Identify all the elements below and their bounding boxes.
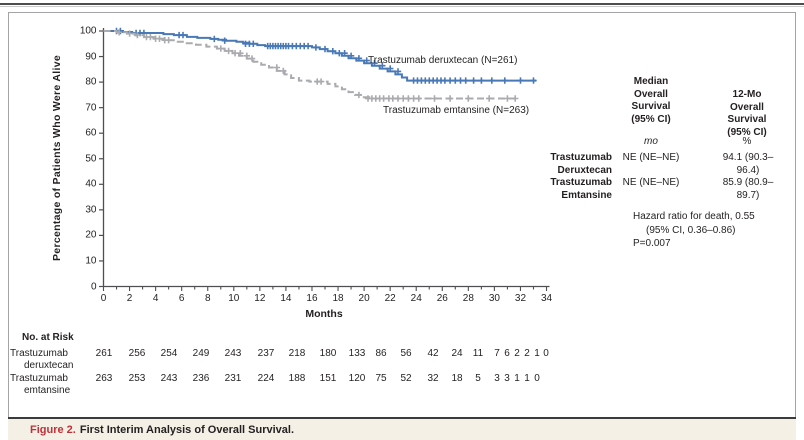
risk-count: 11 (472, 348, 484, 359)
page-top-rule-shadow (0, 6, 804, 7)
x-tick-label: 26 (436, 293, 448, 304)
y-tick-label: 90 (85, 51, 97, 63)
risk-row-label-deruxtecan-line1: Trastuzumab (10, 348, 68, 359)
x-tick-label: 20 (358, 293, 370, 304)
risk-count: 218 (288, 348, 306, 359)
risk-count: 120 (348, 373, 366, 384)
risk-count: 261 (95, 348, 113, 359)
figure-caption-title: First Interim Analysis of Overall Surviv… (79, 423, 295, 436)
median-os-unit: mo (644, 136, 658, 147)
risk-count: 256 (128, 348, 146, 359)
risk-count: 1 (534, 348, 540, 359)
risk-count: 3 (494, 373, 500, 384)
risk-row-label-deruxtecan-line2: deruxtecan (24, 360, 74, 371)
risk-count: 243 (160, 373, 178, 384)
x-tick-label: 6 (178, 293, 185, 304)
risk-count: 18 (451, 373, 463, 384)
risk-count: 224 (257, 373, 275, 384)
x-tick-label: 18 (332, 293, 344, 304)
risk-row-label-emtansine-line2: emtansine (24, 385, 71, 396)
risk-count: 180 (319, 348, 337, 359)
figure-caption-bar: Figure 2. First Interim Analysis of Over… (8, 417, 796, 440)
x-tick-label: 34 (540, 293, 553, 304)
risk-count: 253 (128, 373, 146, 384)
x-tick-label: 10 (228, 293, 240, 304)
x-tick-label: 12 (254, 293, 266, 304)
no-at-risk-heading: No. at Risk (22, 332, 74, 343)
risk-count: 188 (288, 373, 306, 384)
risk-count: 7 (494, 348, 500, 359)
x-tick-label: 14 (280, 293, 292, 304)
risk-count: 5 (475, 373, 481, 384)
y-tick-label: 70 (85, 102, 97, 114)
figure-frame (8, 12, 796, 440)
x-tick-label: 2 (126, 293, 133, 304)
x-tick-label: 32 (514, 293, 527, 304)
hazard-ratio-block: Hazard ratio for death, 0.55 (95% CI, 0.… (633, 210, 755, 251)
stats-row-label-deruxtecan: Trastuzumab Deruxtecan (550, 152, 612, 176)
page-top-rule (0, 3, 804, 5)
risk-count: 254 (160, 348, 178, 359)
emtansine-median-os-value: NE (NE–NE) (622, 177, 680, 188)
y-tick-label: 100 (79, 25, 97, 37)
y-axis-title: Percentage of Patients Who Were Alive (51, 55, 63, 261)
risk-count: 133 (348, 348, 366, 359)
risk-count: 1 (524, 373, 530, 384)
emtansine-12mo-os-value: 85.9 (80.9–89.7) (722, 177, 774, 201)
x-tick-label: 0 (100, 293, 107, 304)
risk-count: 151 (319, 373, 337, 384)
y-tick-label: 20 (85, 229, 97, 241)
x-tick-label: 24 (410, 293, 422, 304)
stats-row-label-emtansine: Trastuzumab Emtansine (550, 177, 612, 201)
risk-count: 243 (224, 348, 242, 359)
y-tick-label: 50 (85, 153, 97, 165)
hazard-ratio-text: Hazard ratio for death, 0.55 (633, 211, 755, 222)
curve-label-emtansine: Trastuzumab emtansine (N=263) (383, 105, 530, 116)
risk-count: 249 (192, 348, 210, 359)
y-tick-label: 60 (85, 127, 97, 139)
y-tick-label: 0 (90, 281, 97, 292)
x-tick-label: 16 (306, 293, 318, 304)
y-tick-label: 80 (85, 76, 97, 88)
risk-row-label-emtansine-line1: Trastuzumab (10, 373, 68, 384)
risk-count: 6 (504, 348, 510, 359)
p-value-text: P=0.007 (633, 238, 671, 249)
hazard-ratio-ci-text: (95% CI, 0.36–0.86) (646, 224, 736, 236)
risk-count: 86 (375, 348, 387, 359)
risk-count: 3 (504, 373, 510, 384)
median-os-column-header: Median Overall Survival (95% CI) (631, 76, 671, 125)
y-tick-label: 30 (85, 204, 97, 216)
x-tick-label: 30 (488, 293, 500, 304)
x-tick-label: 22 (384, 293, 396, 304)
risk-count: 2 (514, 348, 520, 359)
risk-count: 236 (192, 373, 210, 384)
risk-count: 263 (95, 373, 113, 384)
x-axis-title: Months (305, 308, 343, 320)
risk-count: 0 (534, 373, 540, 384)
deruxtecan-median-os-value: NE (NE–NE) (622, 152, 680, 163)
figure-caption-number: Figure 2. (30, 423, 76, 436)
risk-count: 56 (400, 348, 412, 359)
y-tick-label: 10 (85, 255, 97, 267)
risk-count: 1 (514, 373, 520, 384)
risk-count: 237 (257, 348, 275, 359)
risk-count: 32 (427, 373, 439, 384)
x-tick-label: 8 (204, 293, 211, 304)
risk-count: 24 (451, 348, 463, 359)
twelve-mo-os-unit: % (742, 136, 752, 147)
risk-count: 52 (400, 373, 412, 384)
risk-count: 231 (224, 373, 242, 384)
risk-count: 42 (427, 348, 439, 359)
x-tick-label: 4 (152, 293, 159, 304)
risk-count: 75 (375, 373, 387, 384)
x-tick-label: 28 (462, 293, 474, 304)
curve-label-deruxtecan: Trastuzumab deruxtecan (N=261) (368, 55, 518, 66)
risk-count: 2 (524, 348, 530, 359)
risk-count: 0 (543, 348, 549, 359)
twelve-mo-os-column-header: 12-Mo Overall Survival (95% CI) (727, 89, 767, 138)
deruxtecan-12mo-os-value: 94.1 (90.3–96.4) (722, 152, 774, 176)
y-tick-label: 40 (85, 178, 97, 190)
